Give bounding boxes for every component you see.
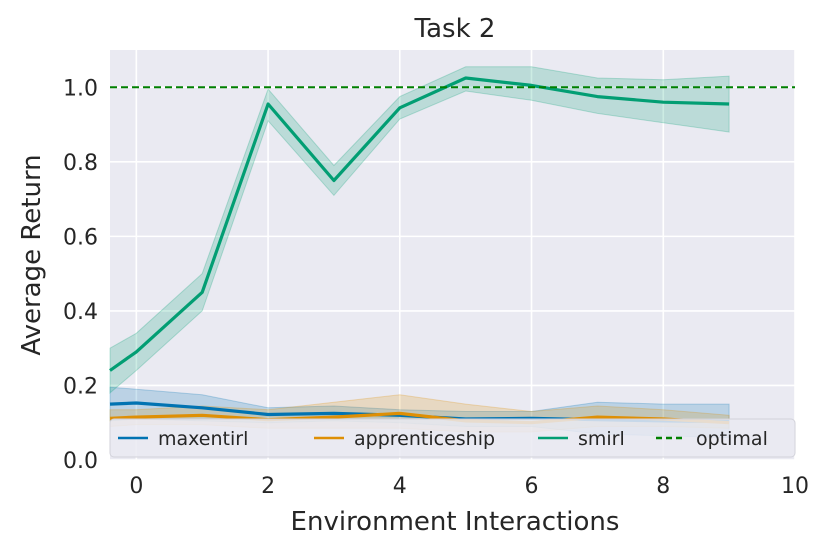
legend: maxentirl apprenticeship smirl optimal [109, 418, 796, 458]
legend-label-smirl: smirl [578, 428, 625, 450]
y-axis-label: Average Return [17, 154, 47, 355]
y-tick-label: 0.0 [63, 449, 98, 474]
y-tick-label: 1.0 [63, 76, 98, 101]
x-tick-label: 0 [129, 474, 143, 499]
series-line-smirl [109, 76, 730, 372]
legend-label-optimal: optimal [696, 428, 768, 450]
y-tick-label: 0.2 [63, 374, 98, 399]
band-smirl [109, 66, 730, 394]
y-tick-label: 0.6 [63, 225, 98, 250]
grid [110, 50, 796, 461]
legend-label-apprenticeship: apprenticeship [354, 428, 495, 450]
legend-box [109, 418, 796, 458]
plot-background [110, 50, 795, 460]
x-tick-label: 8 [656, 474, 670, 499]
y-axis-ticks: 0.0 0.2 0.4 0.6 0.8 1.0 [63, 76, 98, 474]
x-tick-label: 4 [393, 474, 407, 499]
x-tick-label: 10 [781, 474, 809, 499]
y-tick-label: 0.4 [63, 300, 98, 325]
x-axis-ticks: 0 2 4 6 8 10 [129, 474, 809, 499]
x-tick-label: 2 [261, 474, 275, 499]
chart-title: Task 2 [414, 14, 496, 44]
y-tick-label: 0.8 [63, 151, 98, 176]
series-line-apprenticeship [109, 411, 730, 425]
x-axis-label: Environment Interactions [291, 507, 620, 537]
x-tick-label: 6 [525, 474, 539, 499]
legend-label-maxentirl: maxentirl [158, 428, 248, 450]
